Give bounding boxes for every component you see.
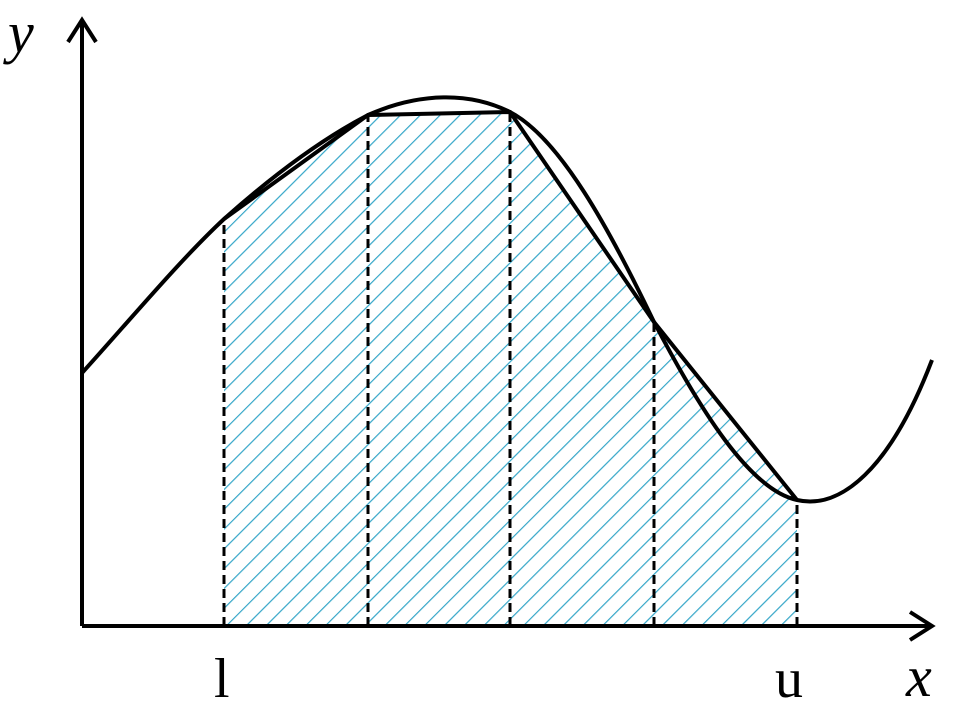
- lower-bound-label: l: [214, 648, 230, 708]
- y-axis-label: y: [3, 0, 34, 65]
- y-axis-arrowhead: [66, 16, 98, 44]
- x-axis-arrowhead: [908, 610, 936, 642]
- function-curve: [80, 95, 934, 504]
- x-axis-label: x: [905, 644, 932, 708]
- upper-bound-label: u: [775, 648, 803, 708]
